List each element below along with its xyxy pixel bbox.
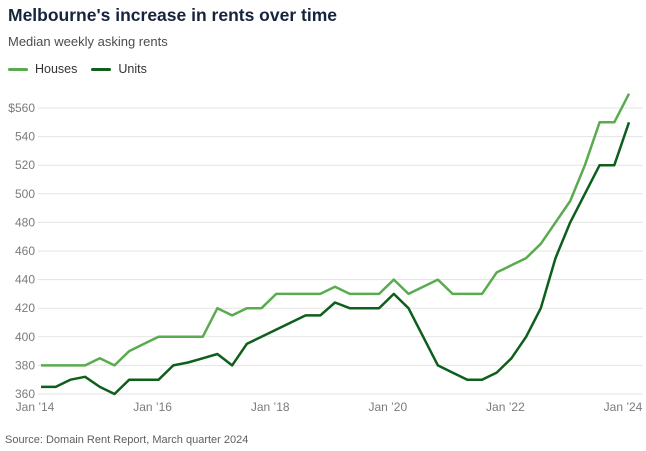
y-tick-label: 460 (15, 244, 35, 258)
houses-line-swatch-icon (8, 67, 28, 71)
source-note: Source: Domain Rent Report, March quarte… (5, 434, 249, 446)
chart-canvas: 360 380 400 420 440 460 480 500 520 540 $560 Jan ’1… (8, 93, 643, 414)
legend-item-houses: Houses (8, 62, 77, 76)
units-line (41, 121, 631, 396)
chart-subtitle: Median weekly asking rents (8, 34, 168, 50)
x-tick-label: Jan ’20 (368, 400, 407, 414)
y-tick-label: 480 (15, 215, 35, 229)
x-tick-label: Jan ’14 (16, 400, 55, 414)
y-tick-label: 420 (15, 301, 35, 315)
x-tick-label: Jan ’24 (604, 400, 643, 414)
houses-line (41, 93, 631, 367)
chart-header: Melbourne's increase in rents over time … (8, 5, 638, 49)
x-tick-label: Jan ’16 (133, 400, 172, 414)
x-tick-label: Jan ’18 (251, 400, 290, 414)
y-tick-label: 380 (15, 358, 35, 372)
y-tick-label: 500 (15, 187, 35, 201)
x-tick-label: Jan ’22 (486, 400, 525, 414)
legend-label-houses: Houses (35, 62, 78, 76)
line-chart: 360 380 400 420 440 460 480 500 520 540 $560 Jan ’1… (0, 85, 646, 425)
y-tick-label: 400 (15, 330, 35, 344)
y-tick-label: 540 (15, 130, 35, 144)
legend-item-units: Units (91, 62, 147, 76)
chart-legend: Houses Units (8, 62, 161, 76)
y-tick-label: 440 (15, 273, 35, 287)
y-tick-label: 360 (15, 387, 35, 401)
legend-label-units: Units (118, 62, 147, 76)
y-tick-label: $560 (8, 101, 35, 115)
y-tick-label: 520 (15, 158, 35, 172)
units-line-swatch-icon (91, 67, 112, 71)
page-title: Melbourne's increase in rents over time (8, 5, 337, 25)
